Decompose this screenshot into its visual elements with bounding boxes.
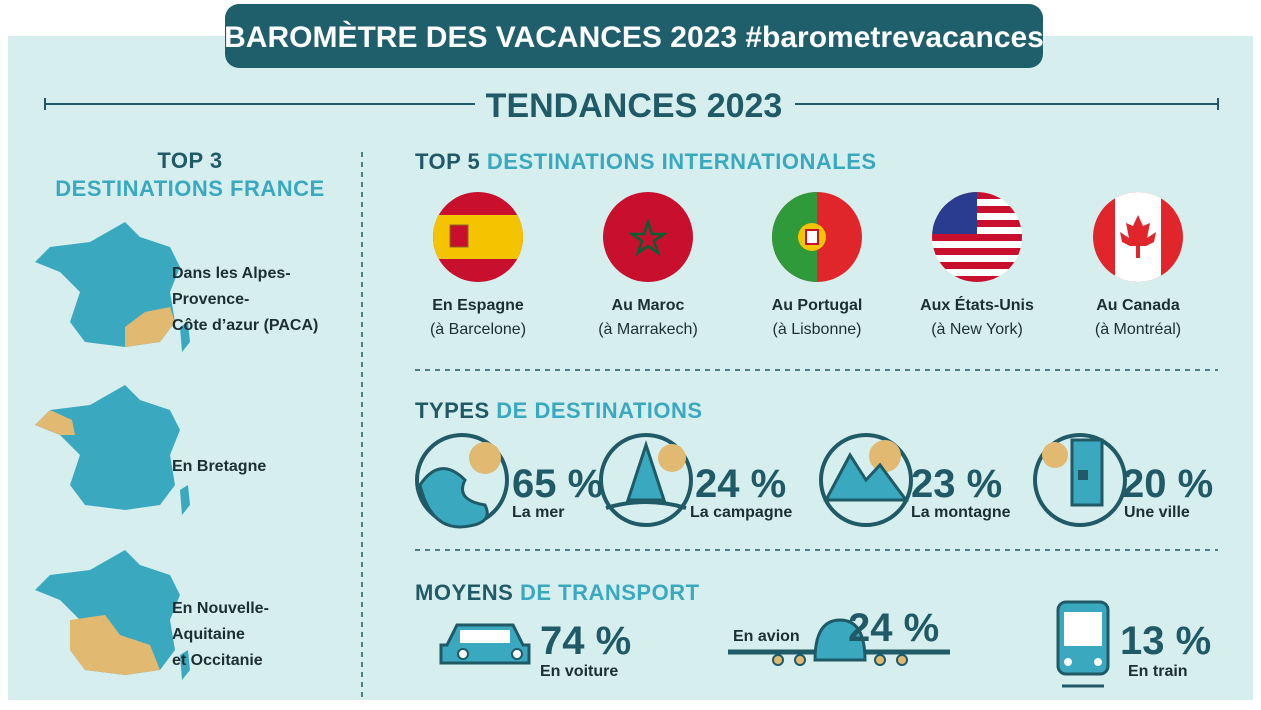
section-title-1: TYPES bbox=[415, 398, 490, 423]
country: Aux États-Unis bbox=[920, 295, 1034, 314]
type-label: La mer bbox=[512, 504, 564, 521]
transport-label: En voiture bbox=[540, 663, 618, 680]
type-label: La montagne bbox=[911, 504, 1011, 521]
icon-city bbox=[1033, 433, 1127, 527]
type-label: La campagne bbox=[690, 504, 792, 521]
section-title: TYPES DE DESTINATIONS bbox=[415, 398, 703, 423]
icon-countryside bbox=[599, 433, 693, 527]
country: Au Portugal bbox=[772, 297, 863, 314]
icon-train bbox=[1056, 600, 1110, 688]
city: (à Montréal) bbox=[1095, 321, 1181, 338]
subtitle-rules bbox=[44, 98, 1219, 110]
france-title: TOP 3 bbox=[157, 148, 222, 173]
flag-portugal bbox=[772, 192, 862, 282]
flag-canada bbox=[1093, 192, 1183, 282]
france-title: DESTINATIONS FRANCE bbox=[55, 176, 324, 201]
city: (à Lisbonne) bbox=[773, 321, 862, 338]
france-label: En Bretagne bbox=[172, 458, 266, 475]
city: (à New York) bbox=[931, 321, 1023, 338]
panel bbox=[8, 36, 1253, 700]
type-value: 65 % bbox=[512, 462, 603, 506]
flag-spain bbox=[433, 192, 523, 282]
section-title: TOP 5 DESTINATIONS INTERNATIONALES bbox=[415, 149, 877, 174]
map bbox=[35, 550, 190, 680]
icon-mountain bbox=[819, 433, 913, 527]
transport-value: 74 % bbox=[540, 619, 631, 663]
type-value: 20 % bbox=[1122, 462, 1213, 506]
icon-car bbox=[439, 623, 531, 665]
france-label: Provence- bbox=[172, 291, 249, 308]
header-title: BAROMÈTRE DES VACANCES 2023 #barometreva… bbox=[224, 20, 1044, 54]
france-label: et Occitanie bbox=[172, 652, 263, 669]
section-title-1: TOP 5 bbox=[415, 149, 480, 174]
type-value: 23 % bbox=[911, 462, 1002, 506]
france-label: Dans les Alpes- bbox=[172, 265, 291, 282]
france-label: Côte d’azur (PACA) bbox=[172, 317, 318, 334]
transport-label: En avion bbox=[733, 628, 800, 645]
section-title-1: MOYENS bbox=[415, 580, 513, 605]
icon-plane bbox=[728, 618, 950, 666]
country: Au Maroc bbox=[612, 297, 685, 314]
type-value: 24 % bbox=[695, 462, 786, 506]
section-title-2: DE DESTINATIONS bbox=[496, 398, 702, 423]
map bbox=[35, 222, 190, 352]
icon-sea bbox=[415, 433, 509, 529]
country: Au Canada bbox=[1096, 297, 1180, 314]
city: (à Marrakech) bbox=[598, 321, 698, 338]
section-title-2: DESTINATIONS INTERNATIONALES bbox=[487, 149, 877, 174]
map bbox=[35, 385, 190, 515]
transport-label: En train bbox=[1128, 663, 1188, 680]
header-bar bbox=[225, 4, 1043, 68]
subtitle: TENDANCES 2023 bbox=[486, 87, 783, 125]
city: (à Barcelone) bbox=[430, 321, 526, 338]
france-label: Aquitaine bbox=[172, 626, 245, 643]
transport-value: 24 % bbox=[848, 606, 939, 650]
transport-value: 13 % bbox=[1120, 619, 1211, 663]
section-title: MOYENS DE TRANSPORT bbox=[415, 580, 700, 605]
section-title-2: DE TRANSPORT bbox=[520, 580, 700, 605]
country: En Espagne bbox=[432, 297, 524, 314]
type-label: Une ville bbox=[1124, 504, 1190, 521]
france-label: En Nouvelle- bbox=[172, 600, 269, 617]
flag-morocco bbox=[603, 192, 693, 282]
